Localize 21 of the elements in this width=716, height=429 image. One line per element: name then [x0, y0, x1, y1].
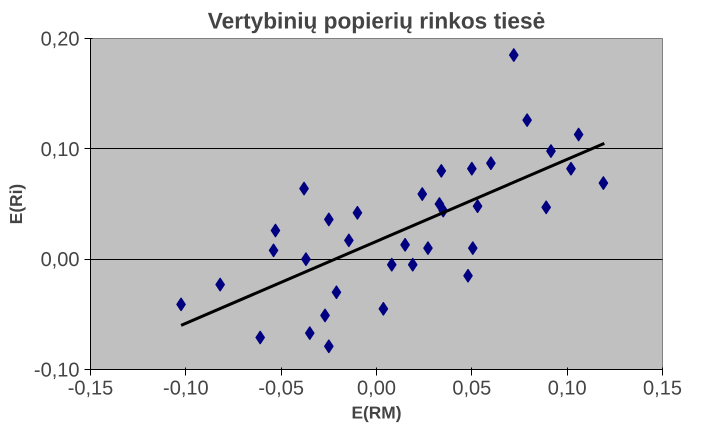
point [436, 164, 446, 178]
point [417, 187, 428, 202]
x-tick-label: -0,10 [163, 378, 209, 400]
point [508, 48, 519, 62]
y-tick-label: 0,20 [40, 28, 80, 50]
point [304, 326, 315, 340]
chart-title: Vertybinių popierių rinkos tiesė [208, 8, 546, 34]
x-tick-label: 0,00 [357, 378, 396, 400]
x-tick-label: 0,10 [548, 378, 587, 400]
y-tick-label: 0,00 [40, 249, 80, 272]
point [541, 200, 552, 214]
x-tick-label: 0,05 [452, 378, 492, 400]
x-tick-label: 0,15 [643, 378, 682, 400]
x-tick-label: -0,05 [258, 378, 304, 400]
point [468, 241, 478, 256]
x-axis-title: E(RM) [351, 402, 402, 422]
y-tick-label: 0,10 [40, 138, 80, 161]
point [386, 258, 397, 272]
point [255, 330, 266, 345]
y-axis-title: E(Ri) [6, 184, 26, 224]
point [408, 258, 418, 272]
